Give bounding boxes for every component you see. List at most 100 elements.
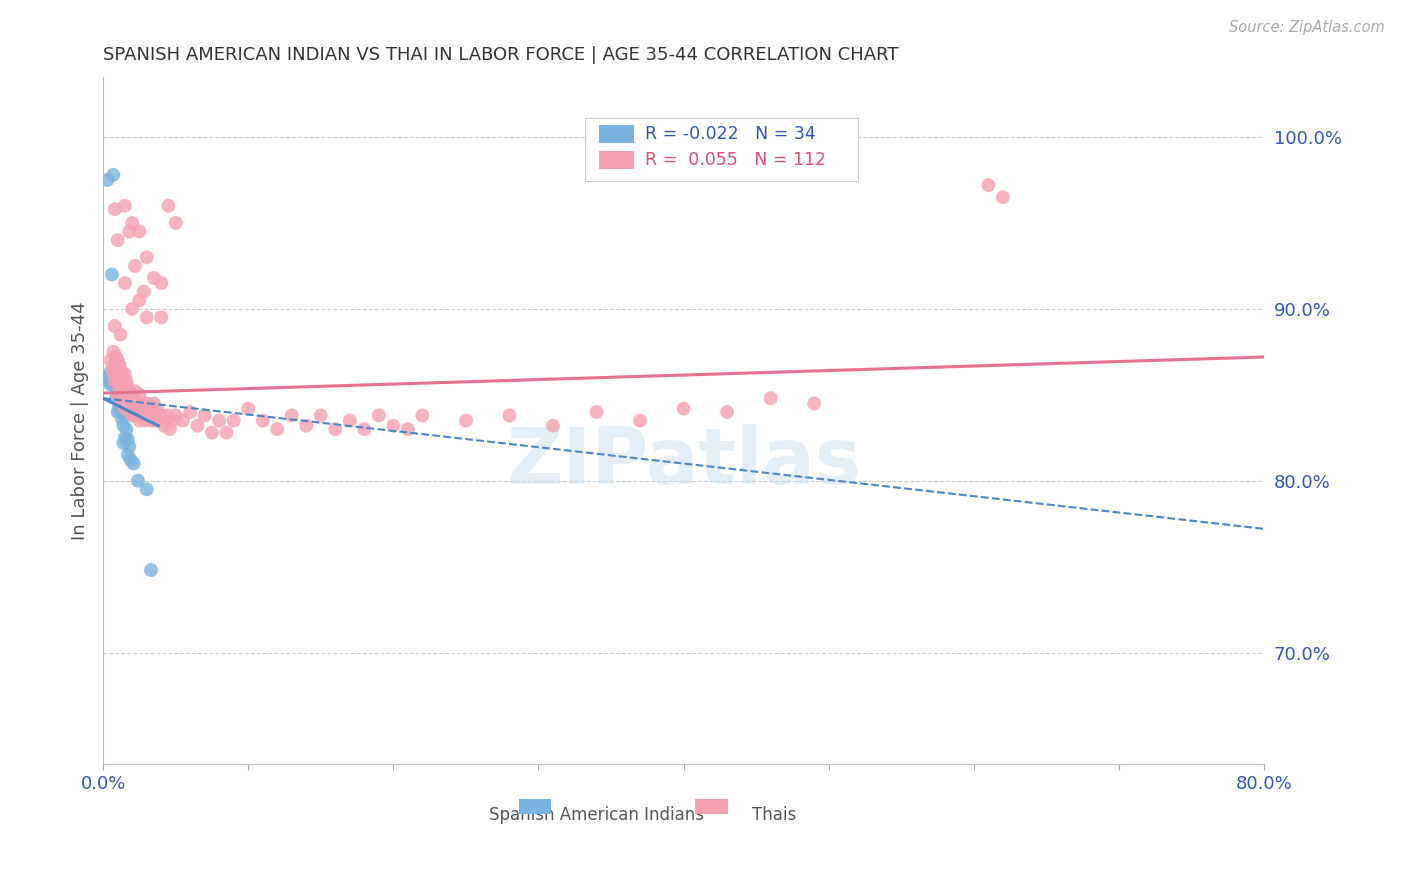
Point <box>153 418 176 433</box>
Point <box>128 225 150 239</box>
Point <box>367 409 389 423</box>
Point <box>165 216 187 230</box>
FancyBboxPatch shape <box>519 798 551 814</box>
Point <box>104 357 127 371</box>
FancyBboxPatch shape <box>695 798 728 814</box>
Point <box>114 431 136 445</box>
Point <box>411 409 433 423</box>
Y-axis label: In Labor Force | Age 35-44: In Labor Force | Age 35-44 <box>72 301 89 540</box>
Point <box>124 259 146 273</box>
Text: Spanish American Indians: Spanish American Indians <box>489 805 704 823</box>
Point <box>127 405 149 419</box>
Point <box>128 388 150 402</box>
Point <box>112 370 135 384</box>
Point <box>107 381 129 395</box>
Point <box>295 418 318 433</box>
Point <box>238 401 260 416</box>
Point <box>159 422 181 436</box>
Point <box>117 379 139 393</box>
Point <box>118 384 141 399</box>
Point <box>114 384 136 399</box>
Point <box>111 379 134 393</box>
Point <box>134 414 156 428</box>
Point <box>142 271 165 285</box>
Point <box>194 409 217 423</box>
Point <box>118 439 141 453</box>
Point <box>146 401 169 416</box>
Point <box>179 405 201 419</box>
Point <box>100 377 122 392</box>
Point <box>93 370 115 384</box>
Point <box>100 374 122 388</box>
Point <box>172 414 194 428</box>
Point <box>107 233 129 247</box>
Point <box>104 374 127 388</box>
Point <box>108 379 131 393</box>
Point <box>309 409 332 423</box>
Point <box>142 396 165 410</box>
Point <box>110 391 132 405</box>
Point <box>382 418 405 433</box>
Point <box>112 436 135 450</box>
Point <box>120 388 142 402</box>
Point <box>108 384 131 399</box>
Text: R =  0.055   N = 112: R = 0.055 N = 112 <box>645 151 827 169</box>
Point <box>100 353 122 368</box>
Point <box>672 401 695 416</box>
Point <box>162 414 184 428</box>
Point <box>125 396 148 410</box>
Point <box>585 405 607 419</box>
Point <box>112 401 135 416</box>
Point <box>110 405 132 419</box>
Point <box>104 202 127 217</box>
Point <box>111 396 134 410</box>
Point <box>148 414 170 428</box>
Point <box>105 374 128 388</box>
Point <box>215 425 238 440</box>
Point <box>628 414 651 428</box>
Point <box>803 396 825 410</box>
Point <box>121 301 143 316</box>
Point <box>114 367 136 381</box>
Point <box>115 422 138 436</box>
Point <box>122 457 145 471</box>
Point <box>124 384 146 399</box>
Point <box>145 414 167 428</box>
Point <box>104 367 127 381</box>
Point <box>716 405 738 419</box>
Point <box>101 370 124 384</box>
Point <box>115 374 138 388</box>
Text: ZIPatlas: ZIPatlas <box>506 424 860 500</box>
Point <box>121 391 143 405</box>
Point <box>105 374 128 388</box>
Point <box>454 414 477 428</box>
Point <box>136 409 159 423</box>
Point <box>186 418 208 433</box>
Point <box>108 400 131 414</box>
Point <box>118 401 141 416</box>
Point <box>135 396 157 410</box>
FancyBboxPatch shape <box>585 118 858 181</box>
Point <box>111 367 134 381</box>
Point <box>135 483 157 497</box>
Point <box>132 401 155 416</box>
Point <box>396 422 419 436</box>
Point <box>128 293 150 308</box>
Point <box>121 409 143 423</box>
Point <box>112 388 135 402</box>
Point <box>105 350 128 364</box>
FancyBboxPatch shape <box>599 151 634 169</box>
Point <box>118 225 141 239</box>
Point <box>107 388 129 402</box>
Point <box>759 391 782 405</box>
Point <box>156 409 179 423</box>
Point <box>117 396 139 410</box>
Point <box>498 409 520 423</box>
Point <box>114 276 136 290</box>
Point <box>110 391 132 405</box>
Point <box>110 374 132 388</box>
Point <box>97 367 120 381</box>
Point <box>111 412 134 426</box>
Point <box>323 422 346 436</box>
Point <box>103 344 125 359</box>
